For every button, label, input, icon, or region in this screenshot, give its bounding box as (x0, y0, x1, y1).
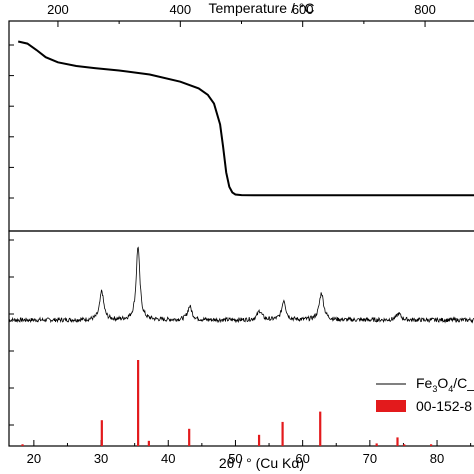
reference-stick (137, 360, 140, 446)
reference-stick (188, 428, 191, 446)
reference-stick (396, 437, 399, 446)
tga-curve (17, 40, 474, 197)
tga-top-tick-label: 600 (292, 2, 314, 17)
xrd-tick-label: 60 (295, 451, 309, 466)
reference-stick (281, 421, 284, 446)
legend: Fe3O4/C_ 00-152-8 (376, 375, 474, 414)
legend-label-sample: Fe3O4/C_ (416, 375, 474, 394)
reference-stick (403, 444, 406, 446)
xrd-ticks: 20 30 40 50 60 70 80 (9, 239, 472, 466)
reference-stick (429, 444, 433, 446)
tga-x-axis-label: Temperature / °C (209, 0, 315, 16)
reference-stick (21, 444, 24, 446)
xrd-x-axis-label: 2θ / ° (Cu Kα) (219, 455, 304, 471)
tga-top-tick-label: 200 (47, 2, 69, 17)
tga-top-tick-label: 400 (169, 2, 191, 17)
tga-plot-frame (8, 20, 474, 232)
tga-ticks: 200 400 600 800 (9, 2, 436, 199)
reference-stick (257, 434, 261, 446)
xrd-tick-label: 40 (161, 451, 175, 466)
reference-stick (147, 440, 150, 446)
xrd-tick-label: 50 (228, 451, 242, 466)
tga-top-tick-label: 800 (414, 2, 436, 17)
xrd-tick-label: 80 (430, 451, 444, 466)
legend-label-reference: 00-152-8 (416, 398, 472, 414)
tga-panel: 200 400 600 800 Temperature / °C (8, 0, 474, 232)
xrd-plot-frame (8, 230, 474, 447)
reference-stick (100, 420, 103, 446)
xrd-measured-trace (8, 246, 474, 324)
xrd-tick-label: 20 (27, 451, 41, 466)
xrd-tick-label: 70 (363, 451, 377, 466)
xrd-panel: 20 30 40 50 60 70 80 2θ / ° (Cu Kα) Fe3O4/C_ 0… (8, 230, 474, 471)
xrd-tick-label: 30 (94, 451, 108, 466)
legend-bar-swatch (376, 400, 406, 412)
reference-stick (375, 443, 378, 446)
reference-sticks (21, 360, 433, 446)
reference-stick (319, 411, 322, 446)
